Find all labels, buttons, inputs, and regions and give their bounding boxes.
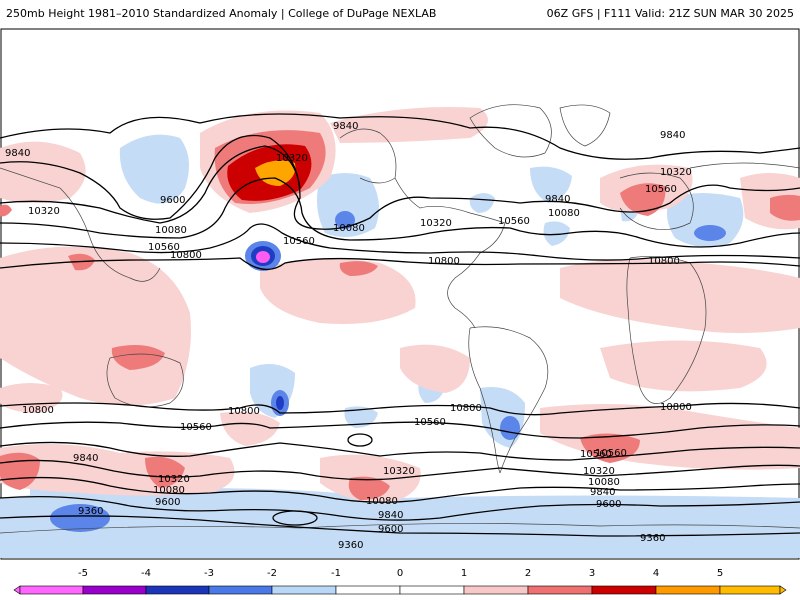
colorbar-tick-label: 5 [716, 568, 724, 579]
contour-label: 9840 [5, 148, 30, 159]
colorbar-swatches [13, 585, 787, 595]
contour-label: 10080 [588, 477, 620, 488]
contour-label: 10560 [595, 448, 627, 459]
contour-label: 10800 [170, 250, 202, 261]
contour-label: 10560 [498, 216, 530, 227]
map-title: 250mb Height 1981–2010 Standardized Anom… [6, 7, 437, 20]
contour-label: 9600 [155, 497, 180, 508]
contour-label: 9840 [660, 130, 685, 141]
contour-label: 10320 [420, 218, 452, 229]
anomaly-map: 9840 9840 10320 9600 10080 10560 10800 1… [0, 28, 800, 560]
colorbar-tick-label: -1 [331, 568, 341, 579]
contour-label: 10320 [583, 466, 615, 477]
contour-label: 10800 [660, 402, 692, 413]
contour-label: 10560 [414, 417, 446, 428]
contour-label: 10800 [450, 403, 482, 414]
anomaly-colorbar: -5 -4 -3 -2 -1 0 1 2 3 4 5 [0, 568, 800, 600]
contour-label: 10560 [645, 184, 677, 195]
contour-label: 10320 [28, 206, 60, 217]
contour-label: 10800 [22, 405, 54, 416]
height-contours [0, 113, 800, 537]
contour-labels: 9840 9840 10320 9600 10080 10560 10800 1… [5, 121, 692, 551]
contour-label: 9360 [640, 533, 665, 544]
model-run-info: 06Z GFS | F111 Valid: 21Z SUN MAR 30 202… [546, 7, 794, 20]
contour-label: 10800 [228, 406, 260, 417]
negative-anomaly-extreme [256, 251, 270, 263]
contour-label: 10080 [155, 225, 187, 236]
contour-label: 10080 [333, 223, 365, 234]
contour-label: 9840 [545, 194, 570, 205]
contour-label: 10320 [158, 474, 190, 485]
colorbar-tick-label: 2 [524, 568, 532, 579]
positive-anomaly-extreme [255, 160, 296, 186]
contour-label: 9600 [160, 195, 185, 206]
contour-label: 10320 [276, 153, 308, 164]
colorbar-tick-label: -4 [141, 568, 151, 579]
colorbar-tick-label: -2 [267, 568, 277, 579]
contour-label: 10800 [648, 256, 680, 267]
contour-label: 10080 [153, 485, 185, 496]
colorbar-tick-label: -5 [78, 568, 88, 579]
contour-label: 9360 [78, 506, 103, 517]
map-header: 250mb Height 1981–2010 Standardized Anom… [0, 0, 800, 28]
colorbar-tick-label: 4 [652, 568, 660, 579]
contour-label: 9600 [596, 499, 621, 510]
contour-label: 10080 [366, 496, 398, 507]
contour-label: 9600 [378, 524, 403, 535]
contour-label: 10560 [580, 449, 612, 460]
colorbar-tick-label: -3 [204, 568, 214, 579]
colorbar-tick-label: 0 [396, 568, 404, 579]
contour-label: 9840 [333, 121, 358, 132]
contour-label: 10800 [428, 256, 460, 267]
colorbar-tick-label: 3 [588, 568, 596, 579]
contour-label: 10320 [383, 466, 415, 477]
colorbar-tick-label: 1 [460, 568, 468, 579]
contour-label: 10560 [148, 242, 180, 253]
contour-label: 10080 [548, 208, 580, 219]
contour-label: 10560 [180, 422, 212, 433]
contour-label: 10560 [283, 236, 315, 247]
negative-anomaly-mid [50, 211, 726, 532]
contour-label: 9360 [338, 540, 363, 551]
contour-label: 9840 [73, 453, 98, 464]
contour-label: 9840 [590, 487, 615, 498]
contour-label: 10320 [660, 167, 692, 178]
contour-label: 9840 [378, 510, 403, 521]
